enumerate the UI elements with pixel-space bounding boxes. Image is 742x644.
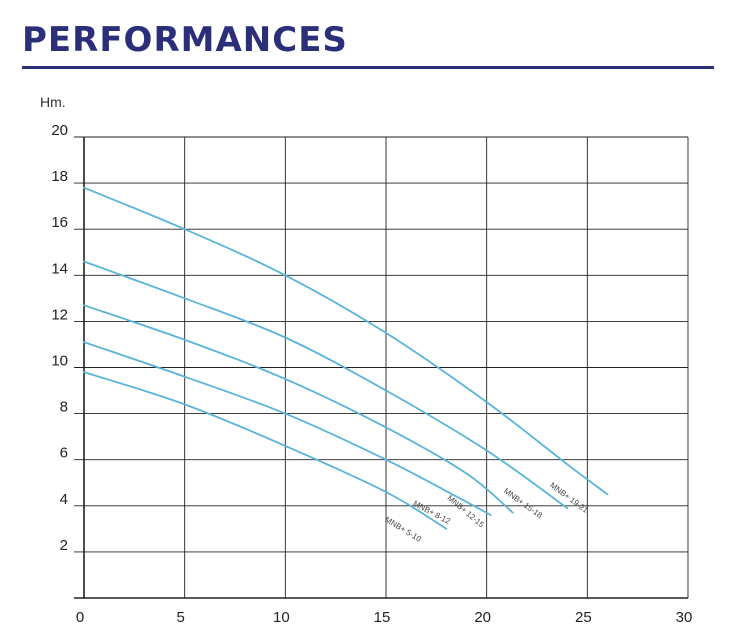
pump-curves [83, 186, 609, 530]
y-tick-label: 16 [51, 214, 68, 231]
y-tick-label: 18 [51, 168, 68, 185]
x-tick-label: 10 [273, 609, 290, 626]
y-tick-label: 6 [60, 445, 68, 462]
y-axis-unit-label: Hm. [40, 94, 66, 110]
curve-label: MNB+ 12-15 [446, 493, 487, 529]
y-tick-label: 20 [51, 122, 68, 139]
x-tick-label: 30 [676, 609, 693, 626]
y-tick-label: 10 [51, 353, 68, 370]
y-tick-label: 14 [51, 260, 68, 277]
x-tick-label: 5 [176, 609, 184, 626]
curve-label: MNB+ 5-10 [383, 515, 423, 544]
chart-grid [74, 136, 689, 598]
x-tick-label: 0 [76, 609, 84, 626]
pump-curve-line [83, 371, 448, 530]
pump-curve-line [83, 304, 514, 514]
y-tick-label: 12 [51, 306, 68, 323]
y-tick-label: 8 [60, 399, 68, 416]
curve-label: MNB+ 8-12 [412, 499, 453, 526]
y-tick-label: 2 [60, 537, 68, 554]
pump-curve-line [83, 260, 569, 509]
pump-curve-line [83, 186, 609, 496]
x-tick-label: 15 [374, 609, 391, 626]
curve-label: MNB+ 15-18 [502, 486, 544, 520]
title-underline [22, 66, 714, 69]
y-tick-label: 4 [60, 491, 68, 508]
x-tick-label: 20 [474, 609, 491, 626]
x-tick-label: 25 [575, 609, 592, 626]
pump-curve-line [83, 341, 492, 516]
tick-labels: 0 5 10 15 20 25 30 2 4 6 8 10 12 14 16 18 20 [51, 122, 692, 626]
page-title: PERFORMANCES [22, 20, 348, 60]
